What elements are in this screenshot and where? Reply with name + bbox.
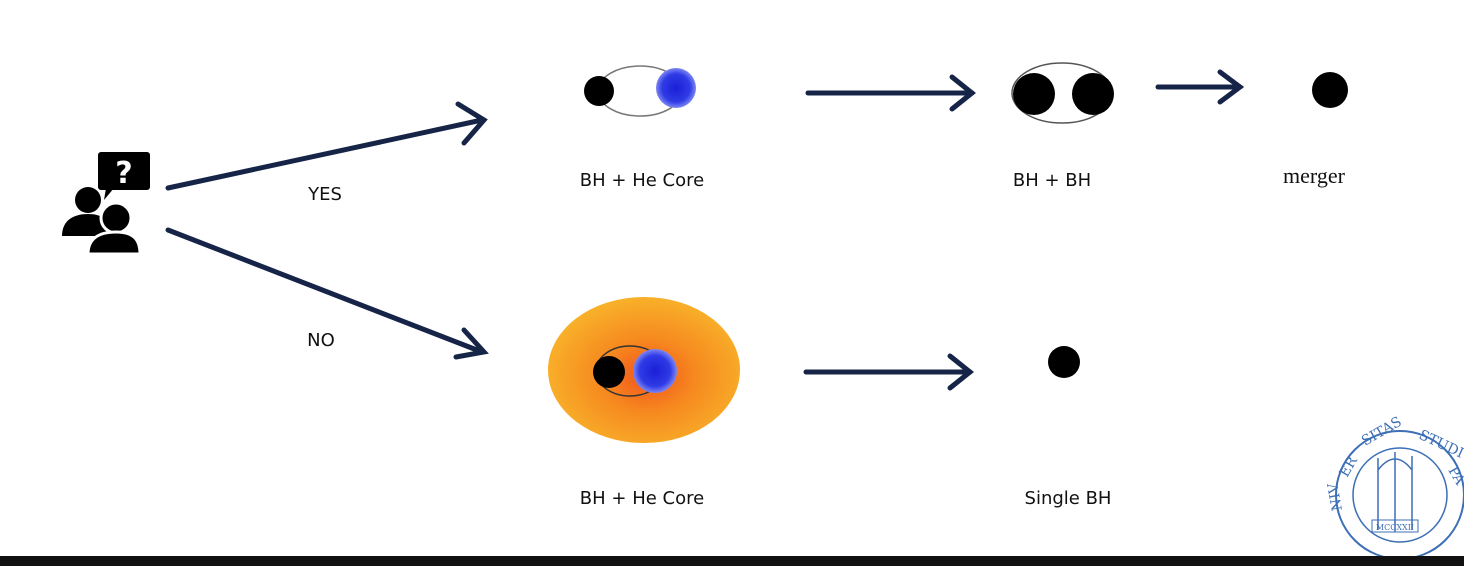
yes-branch-arrow [165, 101, 488, 191]
bh-bh-binary [1011, 62, 1114, 124]
black-hole [584, 76, 614, 106]
no-stage2-label: Single BH [1024, 488, 1112, 509]
merged-black-hole [1312, 72, 1348, 108]
yes-stage-arrow-2 [1155, 69, 1245, 105]
black-hole-right [1072, 73, 1114, 115]
svg-text:PA: PA [1445, 464, 1464, 489]
svg-text:SITAS: SITAS [1359, 414, 1405, 450]
question-mark: ? [115, 156, 132, 191]
bottom-bar [0, 556, 1464, 566]
speech-bubble-tail [104, 188, 114, 200]
no-stage-arrow-1 [803, 353, 975, 391]
common-envelope-binary [548, 297, 740, 443]
people-question-icon: ? [62, 152, 150, 256]
black-hole-left [1013, 73, 1055, 115]
single-black-hole [1048, 346, 1080, 378]
no-label: NO [307, 330, 335, 351]
person-front-head [99, 201, 133, 235]
svg-text:STUDI: STUDI [1416, 427, 1464, 462]
seal-year: MCCXXII [1376, 523, 1414, 532]
person-back-head [75, 187, 101, 213]
person-back-body [62, 214, 112, 236]
svg-text:NIV: NIV [1325, 481, 1346, 512]
no-branch-arrow [165, 227, 489, 360]
speech-bubble [98, 152, 150, 190]
he-core [656, 68, 696, 108]
yes-label: YES [308, 184, 342, 205]
university-seal-icon: ER SITAS STUDI PA NIV MCCXXII [1325, 414, 1464, 560]
yes-stage-arrow-1 [805, 74, 977, 112]
yes-stage2-label: BH + BH [1012, 170, 1092, 191]
yes-stage3-label: merger [1283, 163, 1345, 188]
black-hole [593, 356, 625, 388]
no-stage1-label: BH + He Core [579, 488, 705, 509]
person-front-body [86, 230, 142, 256]
bh-he-core-binary [584, 65, 696, 117]
he-core [633, 349, 677, 393]
yes-stage1-label: BH + He Core [579, 170, 705, 191]
